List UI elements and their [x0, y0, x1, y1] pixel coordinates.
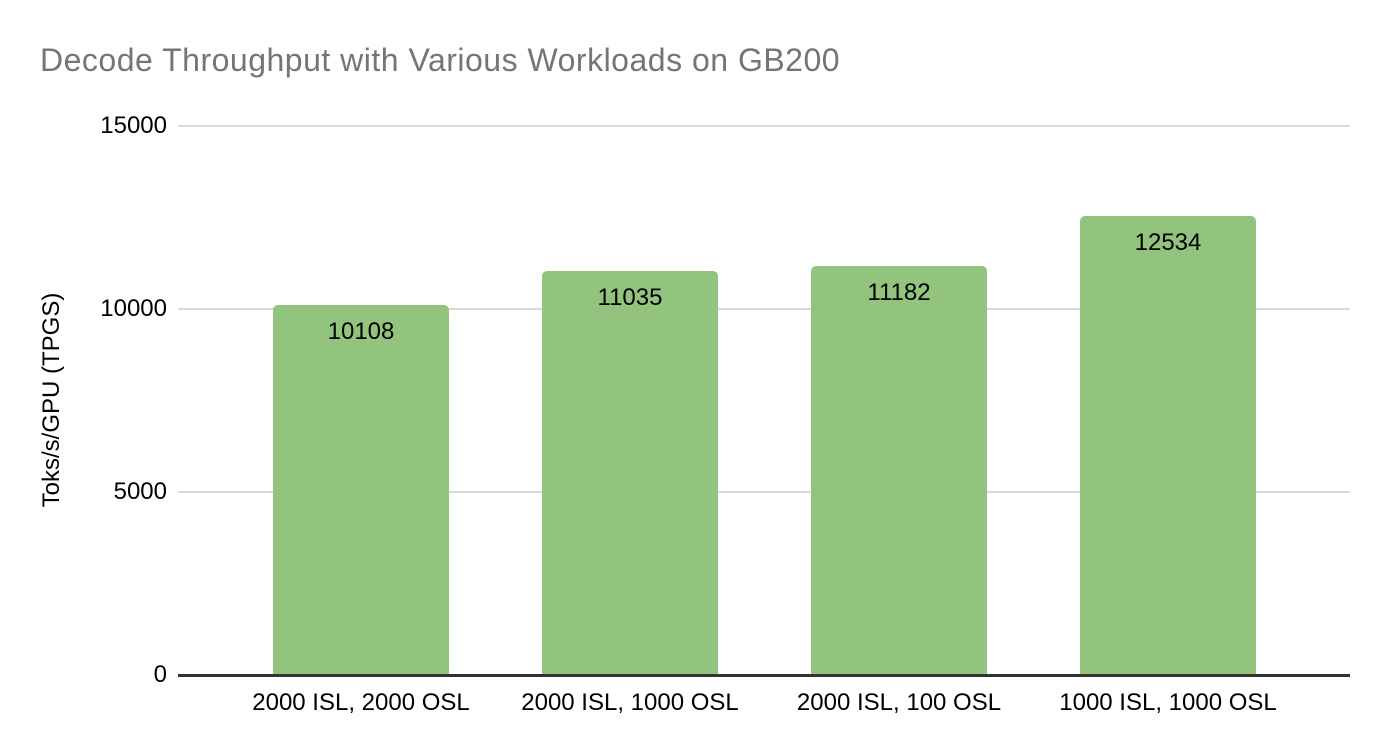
x-category-label: 2000 ISL, 2000 OSL: [252, 689, 470, 716]
y-tick-label: 10000: [100, 295, 167, 322]
bar-value-label: 12534: [1134, 229, 1202, 257]
bar-value-label: 11035: [597, 284, 663, 312]
bar-value-label: 11182: [867, 278, 931, 306]
plot-area: 10108 11035 11182 12534: [178, 125, 1350, 677]
x-category-label: 2000 ISL, 100 OSL: [796, 689, 1002, 716]
y-tick-label: 15000: [100, 112, 167, 139]
bar-value-label: 10108: [327, 318, 395, 346]
gridline: [178, 308, 1350, 310]
x-axis-line: [178, 674, 1350, 677]
bar: 11035: [542, 271, 718, 675]
gridline: [178, 491, 1350, 493]
y-tick-label: 5000: [113, 478, 167, 505]
x-category-label: 1000 ISL, 1000 OSL: [1059, 689, 1277, 716]
y-tick-label: 0: [153, 661, 167, 688]
gridline: [178, 125, 1350, 127]
bar: 10108: [273, 305, 449, 675]
y-axis-title: Toks/s/GPU (TPGS): [38, 292, 65, 508]
chart-title: Decode Throughput with Various Workloads…: [40, 42, 841, 78]
x-category-label: 2000 ISL, 1000 OSL: [521, 689, 739, 716]
bar: 12534: [1080, 216, 1256, 675]
bar: 11182: [811, 265, 987, 675]
